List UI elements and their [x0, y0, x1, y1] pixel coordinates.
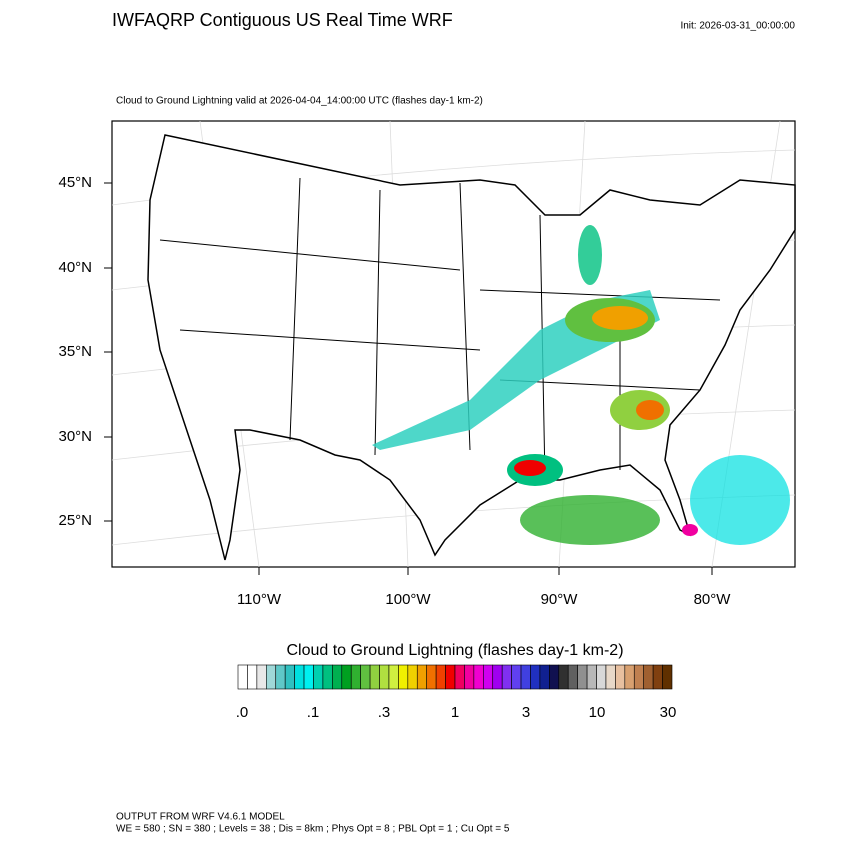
color-box — [388, 664, 399, 690]
color-box — [237, 664, 248, 690]
color-box — [275, 664, 286, 690]
color-box — [284, 664, 295, 690]
color-box — [350, 664, 361, 690]
color-box — [266, 664, 277, 690]
colorbar-label: 3 — [522, 704, 530, 721]
color-box — [360, 664, 371, 690]
color-box — [511, 664, 522, 690]
color-box — [530, 664, 541, 690]
color-box — [435, 664, 446, 690]
colorbar: .0 .1 .3 1 3 10 30 — [236, 664, 677, 721]
color-box — [341, 664, 352, 690]
lat-labels: 45°N 40°N 35°N 30°N 25°N — [58, 174, 112, 529]
color-box — [426, 664, 437, 690]
color-box — [662, 664, 673, 690]
lon-label: 100°W — [385, 591, 431, 608]
color-box — [256, 664, 267, 690]
footer-line: WE = 580 ; SN = 380 ; Levels = 38 ; Dis … — [116, 824, 510, 835]
lat-label: 45°N — [58, 174, 92, 191]
color-box — [322, 664, 333, 690]
color-box — [303, 664, 314, 690]
color-box — [615, 664, 626, 690]
color-box — [483, 664, 494, 690]
color-box — [332, 664, 343, 690]
color-box — [605, 664, 616, 690]
map — [111, 120, 796, 568]
color-box — [567, 664, 578, 690]
color-box — [596, 664, 607, 690]
color-box — [464, 664, 475, 690]
colorbar-title: Cloud to Ground Lightning (flashes day-1… — [286, 642, 623, 659]
color-box — [454, 664, 465, 690]
color-box — [539, 664, 550, 690]
us-outline — [147, 134, 796, 561]
color-box — [492, 664, 503, 690]
color-box — [652, 664, 663, 690]
lat-label: 30°N — [58, 428, 92, 445]
color-box — [501, 664, 512, 690]
color-box — [633, 664, 644, 690]
footer-line: OUTPUT FROM WRF V4.6.1 MODEL — [116, 812, 285, 823]
color-box — [407, 664, 418, 690]
color-box — [549, 664, 560, 690]
color-box — [577, 664, 588, 690]
color-box — [416, 664, 427, 690]
color-box — [473, 664, 484, 690]
colorbar-label: 30 — [660, 704, 677, 721]
color-box — [313, 664, 324, 690]
title: IWFAQRP Contiguous US Real Time WRF — [112, 10, 453, 30]
lat-label: 35°N — [58, 343, 92, 360]
colorbar-label: .1 — [307, 704, 320, 721]
color-box — [398, 664, 409, 690]
lightning — [372, 225, 790, 545]
colorbar-label: .3 — [378, 704, 391, 721]
color-box — [643, 664, 654, 690]
color-box — [558, 664, 569, 690]
color-box — [624, 664, 635, 690]
lat-label: 25°N — [58, 512, 92, 529]
colorbar-label: 1 — [451, 704, 459, 721]
lon-labels: 110°W 100°W 90°W 80°W — [237, 567, 731, 608]
color-box — [520, 664, 531, 690]
color-box — [369, 664, 380, 690]
colorbar-label: .0 — [236, 704, 249, 721]
color-box — [586, 664, 597, 690]
color-box — [247, 664, 258, 690]
color-box — [445, 664, 456, 690]
lon-label: 110°W — [237, 591, 282, 608]
map-subtitle: Cloud to Ground Lightning valid at 2026-… — [116, 96, 483, 107]
lat-label: 40°N — [58, 259, 92, 276]
lon-label: 90°W — [541, 591, 579, 608]
lon-label: 80°W — [694, 591, 732, 608]
color-box — [294, 664, 305, 690]
color-box — [379, 664, 390, 690]
colorbar-label: 10 — [589, 704, 606, 721]
init-time: Init: 2026-03-31_00:00:00 — [680, 21, 795, 32]
